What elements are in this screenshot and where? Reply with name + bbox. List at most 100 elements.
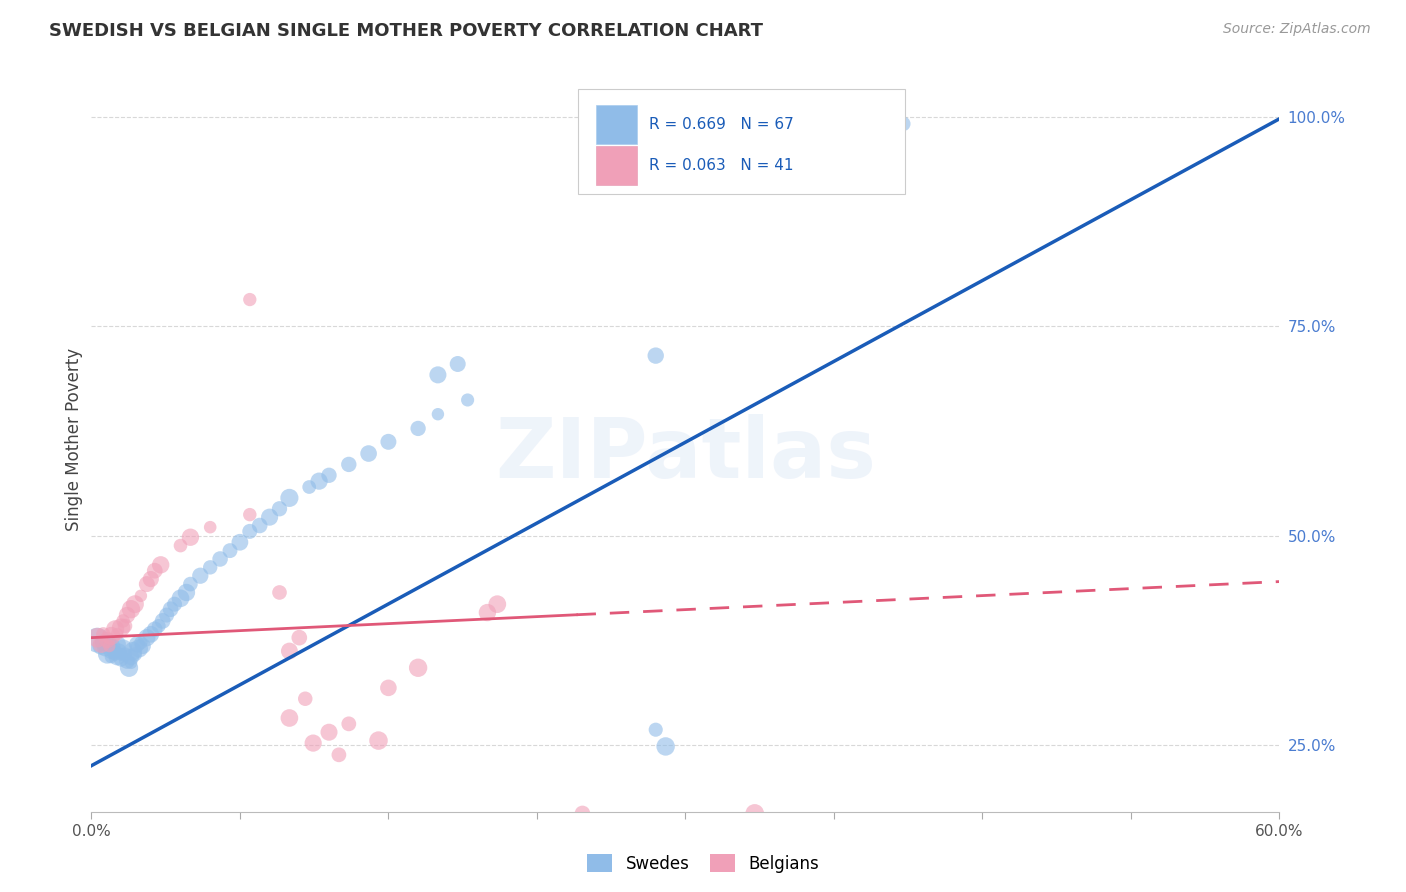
Point: [149, 558, 172, 572]
Point: [176, 585, 198, 599]
Point: [477, 606, 499, 620]
Text: SWEDISH VS BELGIAN SINGLE MOTHER POVERTY CORRELATION CHART: SWEDISH VS BELGIAN SINGLE MOTHER POVERTY…: [49, 22, 763, 40]
Point: [209, 552, 232, 566]
Point: [278, 491, 301, 505]
Point: [377, 681, 399, 695]
Point: [357, 446, 380, 460]
Point: [128, 641, 150, 656]
Point: [229, 535, 252, 549]
Point: [120, 602, 142, 616]
Point: [124, 648, 146, 662]
Point: [219, 543, 242, 558]
Text: R = 0.063   N = 41: R = 0.063 N = 41: [648, 158, 793, 173]
Point: [911, 814, 934, 829]
Point: [288, 631, 311, 645]
Point: [96, 648, 118, 662]
Text: R = 0.669   N = 67: R = 0.669 N = 67: [648, 117, 793, 132]
Point: [104, 646, 127, 660]
Point: [104, 622, 127, 636]
Point: [90, 639, 112, 653]
Point: [94, 641, 117, 656]
Point: [110, 648, 132, 662]
Point: [259, 510, 281, 524]
Point: [129, 589, 152, 603]
Point: [139, 627, 162, 641]
Point: [337, 716, 360, 731]
Point: [486, 597, 509, 611]
Point: [318, 468, 340, 483]
Point: [90, 637, 112, 651]
Point: [200, 520, 222, 534]
Point: [302, 736, 325, 750]
Point: [115, 654, 138, 668]
Point: [179, 577, 201, 591]
Point: [406, 421, 429, 435]
Point: [169, 591, 191, 606]
Point: [188, 568, 211, 582]
Point: [135, 631, 157, 645]
Point: [565, 814, 588, 829]
Point: [86, 631, 108, 645]
Point: [125, 637, 148, 651]
Point: [129, 635, 152, 649]
Point: [100, 644, 122, 658]
Point: [124, 597, 146, 611]
Point: [115, 608, 138, 623]
Point: [644, 128, 666, 143]
FancyBboxPatch shape: [596, 146, 637, 185]
Point: [200, 560, 222, 574]
Point: [169, 539, 191, 553]
Point: [139, 572, 162, 586]
Point: [96, 633, 118, 648]
FancyBboxPatch shape: [596, 105, 637, 144]
Point: [105, 649, 128, 664]
Point: [328, 747, 350, 762]
Point: [108, 644, 131, 658]
Point: [239, 508, 262, 522]
Point: [152, 614, 174, 628]
Point: [377, 434, 399, 449]
Point: [148, 619, 170, 633]
Point: [754, 119, 776, 133]
Point: [734, 814, 756, 829]
Point: [239, 524, 262, 539]
Point: [98, 639, 121, 653]
Point: [159, 602, 181, 616]
Point: [644, 723, 666, 737]
Point: [744, 806, 766, 821]
Point: [447, 357, 470, 371]
Point: [118, 661, 141, 675]
Point: [457, 392, 479, 407]
Point: [179, 530, 201, 544]
Point: [143, 622, 166, 636]
Point: [278, 644, 301, 658]
Point: [644, 349, 666, 363]
Point: [112, 614, 135, 628]
Point: [110, 621, 132, 635]
Point: [269, 501, 291, 516]
Point: [269, 585, 291, 599]
Point: [571, 806, 593, 821]
Point: [114, 619, 136, 633]
Legend: Swedes, Belgians: Swedes, Belgians: [581, 847, 825, 880]
Point: [298, 480, 321, 494]
Point: [143, 564, 166, 578]
Point: [110, 652, 132, 666]
Point: [105, 627, 128, 641]
Y-axis label: Single Mother Poverty: Single Mother Poverty: [65, 348, 83, 531]
FancyBboxPatch shape: [578, 89, 905, 194]
Text: Source: ZipAtlas.com: Source: ZipAtlas.com: [1223, 22, 1371, 37]
Point: [91, 627, 114, 641]
Point: [249, 518, 271, 533]
Point: [426, 368, 449, 382]
Point: [367, 733, 389, 747]
Point: [120, 649, 142, 664]
Point: [114, 648, 136, 662]
Point: [406, 661, 429, 675]
Point: [862, 117, 884, 131]
Point: [891, 117, 914, 131]
Point: [122, 644, 145, 658]
Point: [163, 597, 186, 611]
Point: [100, 629, 122, 643]
Point: [135, 577, 157, 591]
